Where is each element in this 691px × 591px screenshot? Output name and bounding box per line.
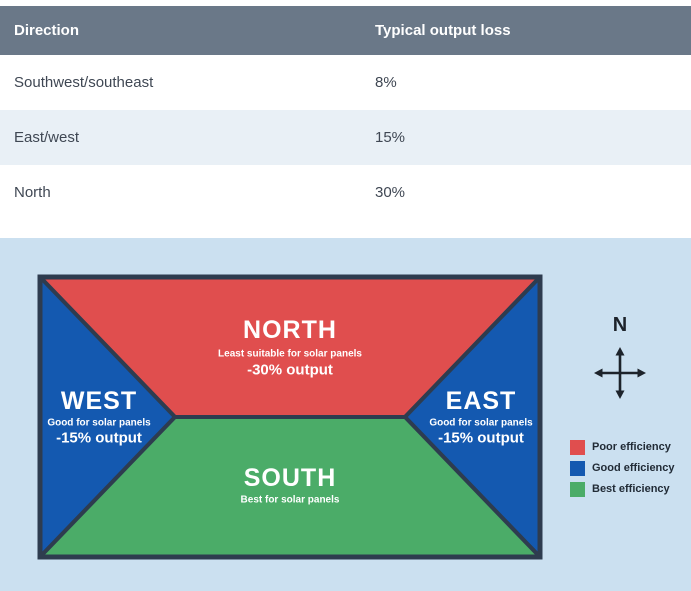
legend-label: Best efficiency	[592, 483, 670, 495]
south-subtitle: Best for solar panels	[241, 495, 340, 506]
good-efficiency-swatch-icon	[570, 461, 585, 476]
best-efficiency-swatch-icon	[570, 482, 585, 497]
table-row: North 30%	[0, 165, 691, 220]
direction-loss-table: Direction Typical output loss Southwest/…	[0, 0, 691, 238]
efficiency-legend: Poor efficiency Good efficiency Best eff…	[570, 440, 675, 497]
compass-north-label: N	[612, 314, 628, 336]
south-title: SOUTH	[244, 464, 337, 492]
legend-item-best: Best efficiency	[570, 482, 675, 497]
compass-rose-icon	[594, 347, 646, 399]
north-output: -30% output	[247, 362, 333, 379]
west-title: WEST	[61, 387, 137, 415]
roof-direction-diagram-section: NORTH Least suitable for solar panels -3…	[0, 238, 691, 591]
west-subtitle: Good for solar panels	[47, 418, 151, 429]
table-header-row: Direction Typical output loss	[0, 6, 691, 55]
poor-efficiency-swatch-icon	[570, 440, 585, 455]
legend-label: Poor efficiency	[592, 441, 671, 453]
east-subtitle: Good for solar panels	[429, 418, 533, 429]
table-row: East/west 15%	[0, 110, 691, 165]
cell-output-loss: 8%	[375, 74, 397, 91]
column-header-direction: Direction	[14, 22, 80, 39]
cell-direction: East/west	[14, 129, 80, 146]
north-subtitle: Least suitable for solar panels	[218, 349, 362, 360]
roof-direction-diagram: NORTH Least suitable for solar panels -3…	[37, 274, 543, 560]
table-row: Southwest/southeast 8%	[0, 55, 691, 110]
west-output: -15% output	[56, 430, 142, 447]
cell-output-loss: 15%	[375, 129, 406, 146]
cell-direction: North	[14, 184, 51, 201]
north-title: NORTH	[243, 316, 337, 344]
diagram-border	[37, 274, 543, 560]
legend-label: Good efficiency	[592, 462, 675, 474]
column-header-output-loss: Typical output loss	[375, 22, 511, 39]
cell-direction: Southwest/southeast	[14, 74, 154, 91]
east-title: EAST	[446, 387, 517, 415]
cell-output-loss: 30%	[375, 184, 406, 201]
table-bottom-spacer	[0, 220, 691, 238]
legend-item-good: Good efficiency	[570, 461, 675, 476]
east-output: -15% output	[438, 430, 524, 447]
legend-item-poor: Poor efficiency	[570, 440, 675, 455]
